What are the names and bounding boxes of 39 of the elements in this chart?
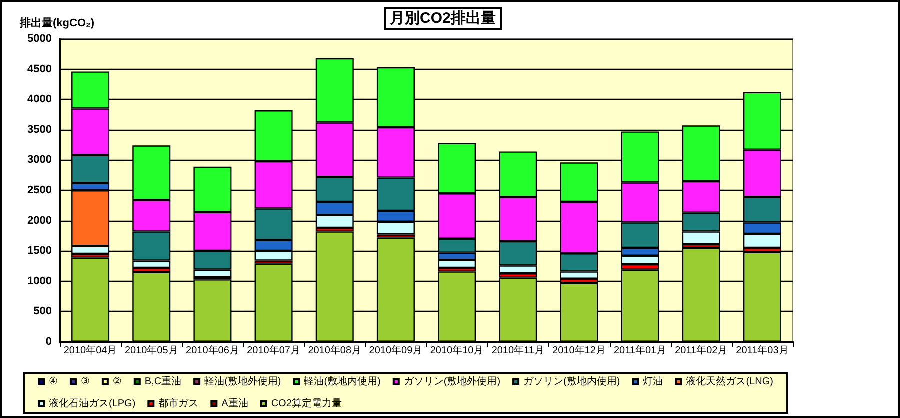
- x-tick-label: 2010年10月: [430, 344, 484, 356]
- y-tick-label: 5000: [28, 33, 52, 45]
- x-tick-label: 2010年05月: [124, 344, 178, 356]
- y-tick-label: 500: [34, 306, 52, 318]
- y-tick-label: 4500: [28, 63, 52, 76]
- legend-label: 都市ガス: [158, 398, 199, 410]
- x-tick-label: 2010年09月: [369, 344, 423, 356]
- legend-label: 灯油: [643, 376, 664, 388]
- x-tick-label: 2010年08月: [308, 344, 362, 356]
- y-tick-label: 3500: [28, 124, 52, 136]
- legend-label: ②: [112, 376, 122, 388]
- legend-label: CO2算定電力量: [271, 398, 342, 410]
- x-tick-label: 2011年03月: [736, 344, 789, 356]
- y-tick-label: 1000: [28, 275, 52, 288]
- y-axis-title: 排出量(kgCO₂): [19, 16, 95, 30]
- legend-label: ガソリン(敷地内使用): [524, 376, 620, 388]
- x-tick-label: 2011年02月: [675, 344, 728, 356]
- legend-label: 軽油(敷地内使用): [304, 376, 381, 388]
- chart-title: 月別CO2排出量: [389, 10, 496, 27]
- x-tick-label: 2010年12月: [552, 344, 606, 356]
- legend-label: ガソリン(敷地外使用): [404, 376, 501, 388]
- legend-label: 軽油(敷地外使用): [204, 376, 282, 388]
- y-tick-label: 2000: [28, 214, 52, 227]
- x-tick-label: 2010年04月: [64, 344, 118, 356]
- x-tick-label: 2010年07月: [247, 344, 300, 356]
- legend-label: A重油: [222, 398, 248, 410]
- legend-label: ④: [49, 376, 58, 388]
- y-tick-label: 2500: [28, 184, 52, 196]
- legend-label: 液化石油ガス(LPG): [49, 398, 136, 410]
- y-tick-label: 3000: [28, 154, 52, 166]
- legend-label: ③: [80, 376, 90, 388]
- legend-label: 液化天然ガス(LNG): [686, 376, 774, 388]
- legend-label: B,C重油: [144, 376, 182, 388]
- x-tick-label: 2010年06月: [186, 344, 240, 356]
- x-tick-label: 2011年01月: [614, 344, 667, 356]
- y-tick-label: 0: [46, 336, 52, 348]
- x-tick-label: 2010年11月: [492, 344, 544, 356]
- y-tick-label: 1500: [28, 245, 52, 258]
- y-tick-label: 4000: [28, 94, 52, 106]
